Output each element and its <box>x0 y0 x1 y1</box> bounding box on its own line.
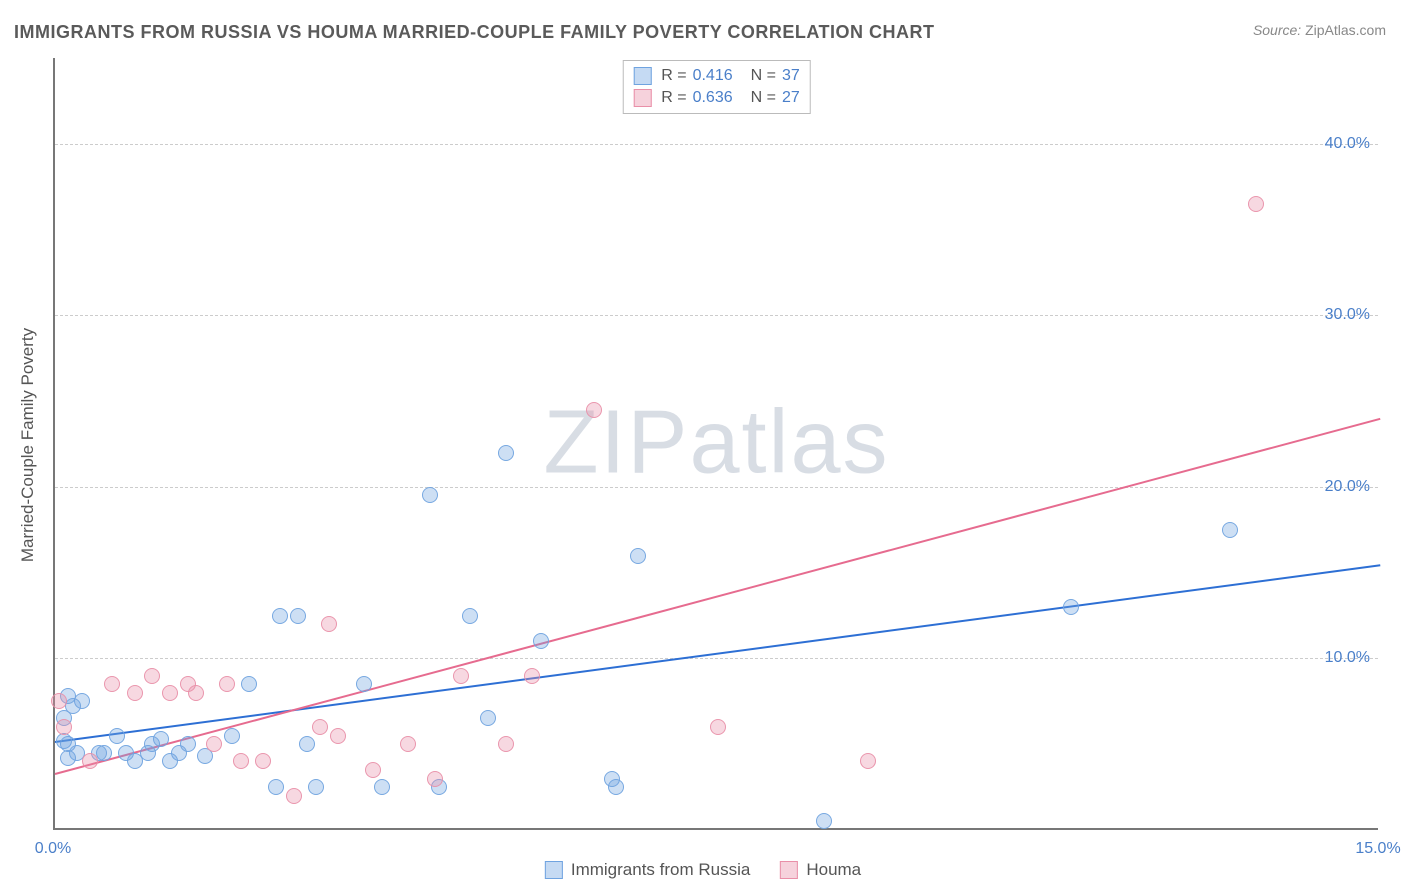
data-point <box>533 633 549 649</box>
plot-area: ZIPatlas R =0.416N =37R =0.636N =27 10.0… <box>53 58 1378 830</box>
data-point <box>180 736 196 752</box>
x-tick-label: 0.0% <box>35 840 71 858</box>
data-point <box>608 779 624 795</box>
n-label: N = <box>751 89 776 107</box>
data-point <box>188 685 204 701</box>
data-point <box>272 608 288 624</box>
data-point <box>427 771 443 787</box>
r-label: R = <box>661 67 686 85</box>
legend-item: Immigrants from Russia <box>545 860 750 880</box>
data-point <box>630 548 646 564</box>
gridline <box>55 658 1378 659</box>
x-tick-label: 15.0% <box>1355 840 1400 858</box>
n-value: 27 <box>782 89 800 107</box>
data-point <box>224 728 240 744</box>
data-point <box>162 685 178 701</box>
series-swatch <box>633 89 651 107</box>
series-swatch <box>633 67 651 85</box>
chart-title: IMMIGRANTS FROM RUSSIA VS HOUMA MARRIED-… <box>14 22 935 43</box>
data-point <box>462 608 478 624</box>
data-point <box>365 762 381 778</box>
data-point <box>255 753 271 769</box>
data-point <box>299 736 315 752</box>
data-point <box>219 676 235 692</box>
data-point <box>356 676 372 692</box>
data-point <box>290 608 306 624</box>
data-point <box>82 753 98 769</box>
gridline <box>55 487 1378 488</box>
legend-label: Immigrants from Russia <box>571 860 750 880</box>
legend-swatch <box>545 861 563 879</box>
data-point <box>1063 599 1079 615</box>
data-point <box>1222 522 1238 538</box>
data-point <box>206 736 222 752</box>
data-point <box>56 719 72 735</box>
data-point <box>321 616 337 632</box>
data-point <box>153 731 169 747</box>
gridline <box>55 144 1378 145</box>
stats-row: R = 0.636 N = 27 <box>633 87 800 109</box>
r-value: 0.416 <box>693 67 733 85</box>
legend-swatch <box>780 861 798 879</box>
data-point <box>51 693 67 709</box>
data-point <box>710 719 726 735</box>
data-point <box>453 668 469 684</box>
r-label: R = <box>661 89 686 107</box>
data-point <box>1248 196 1264 212</box>
source-value: ZipAtlas.com <box>1305 22 1386 38</box>
y-tick-label: 40.0% <box>1325 135 1370 153</box>
legend-label: Houma <box>806 860 861 880</box>
data-point <box>312 719 328 735</box>
data-point <box>330 728 346 744</box>
n-label: N = <box>751 67 776 85</box>
data-point <box>586 402 602 418</box>
data-point <box>241 676 257 692</box>
data-point <box>233 753 249 769</box>
data-point <box>144 668 160 684</box>
data-point <box>498 445 514 461</box>
y-tick-label: 30.0% <box>1325 306 1370 324</box>
data-point <box>816 813 832 829</box>
data-point <box>422 487 438 503</box>
data-point <box>268 779 284 795</box>
data-point <box>374 779 390 795</box>
data-point <box>286 788 302 804</box>
data-point <box>308 779 324 795</box>
r-value: 0.636 <box>693 89 733 107</box>
trend-line <box>55 564 1380 743</box>
y-tick-label: 20.0% <box>1325 478 1370 496</box>
data-point <box>498 736 514 752</box>
bottom-legend: Immigrants from Russia Houma <box>545 860 861 880</box>
legend-item: Houma <box>780 860 861 880</box>
source-attribution: Source: ZipAtlas.com <box>1253 22 1386 38</box>
data-point <box>524 668 540 684</box>
stats-row: R = 0.416 N = 37 <box>633 65 800 87</box>
data-point <box>109 728 125 744</box>
data-point <box>104 676 120 692</box>
source-label: Source: <box>1253 22 1305 38</box>
data-point <box>480 710 496 726</box>
data-point <box>74 693 90 709</box>
n-value: 37 <box>782 67 800 85</box>
y-tick-label: 10.0% <box>1325 649 1370 667</box>
data-point <box>127 685 143 701</box>
data-point <box>400 736 416 752</box>
stats-legend-box: R = 0.416 N = 37 R = 0.636 N = 27 <box>622 60 811 114</box>
y-axis-title: Married-Couple Family Poverty <box>18 328 38 562</box>
data-point <box>860 753 876 769</box>
gridline <box>55 315 1378 316</box>
